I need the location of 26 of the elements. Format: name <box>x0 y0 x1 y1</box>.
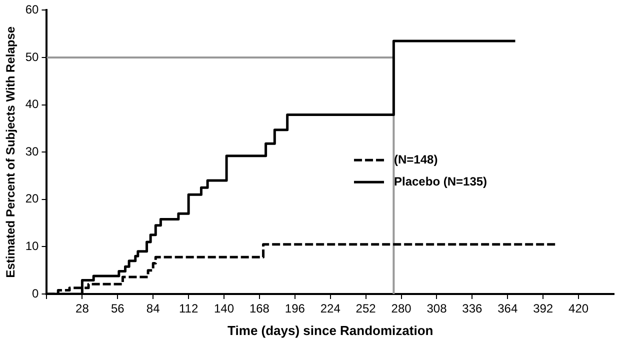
x-tick-label: 252 <box>356 302 376 316</box>
legend-label: Placebo (N=135) <box>394 174 488 188</box>
y-tick-label: 40 <box>25 97 40 112</box>
y-tick-label: 20 <box>25 192 40 206</box>
x-tick-label: 196 <box>284 302 306 316</box>
x-axis-title: Time (days) since Randomization <box>228 322 434 338</box>
y-tick-label: 50 <box>25 50 40 64</box>
x-tick-label: 28 <box>76 302 90 316</box>
x-tick-label: 364 <box>498 302 518 316</box>
y-tick-label: 60 <box>25 2 40 17</box>
x-tick-label: 224 <box>320 302 341 316</box>
legend-label: (N=148) <box>394 152 438 166</box>
x-tick-label: 392 <box>533 302 554 316</box>
y-axis-title: Estimated Percent of Subjects With Relapse <box>4 26 18 278</box>
y-tick-label: 0 <box>32 286 40 300</box>
x-tick-label: 336 <box>462 302 483 316</box>
x-tick-label: 84 <box>146 302 160 316</box>
x-tick-label: 420 <box>568 302 589 316</box>
y-tick-label: 10 <box>25 239 40 254</box>
x-tick-label: 308 <box>426 302 448 316</box>
x-tick-label: 112 <box>178 302 198 316</box>
x-tick-label: 140 <box>214 302 234 316</box>
y-tick-label: 30 <box>25 144 40 158</box>
x-tick-label: 280 <box>391 302 412 316</box>
x-tick-label: 56 <box>110 302 125 316</box>
x-tick-label: 168 <box>249 302 270 316</box>
